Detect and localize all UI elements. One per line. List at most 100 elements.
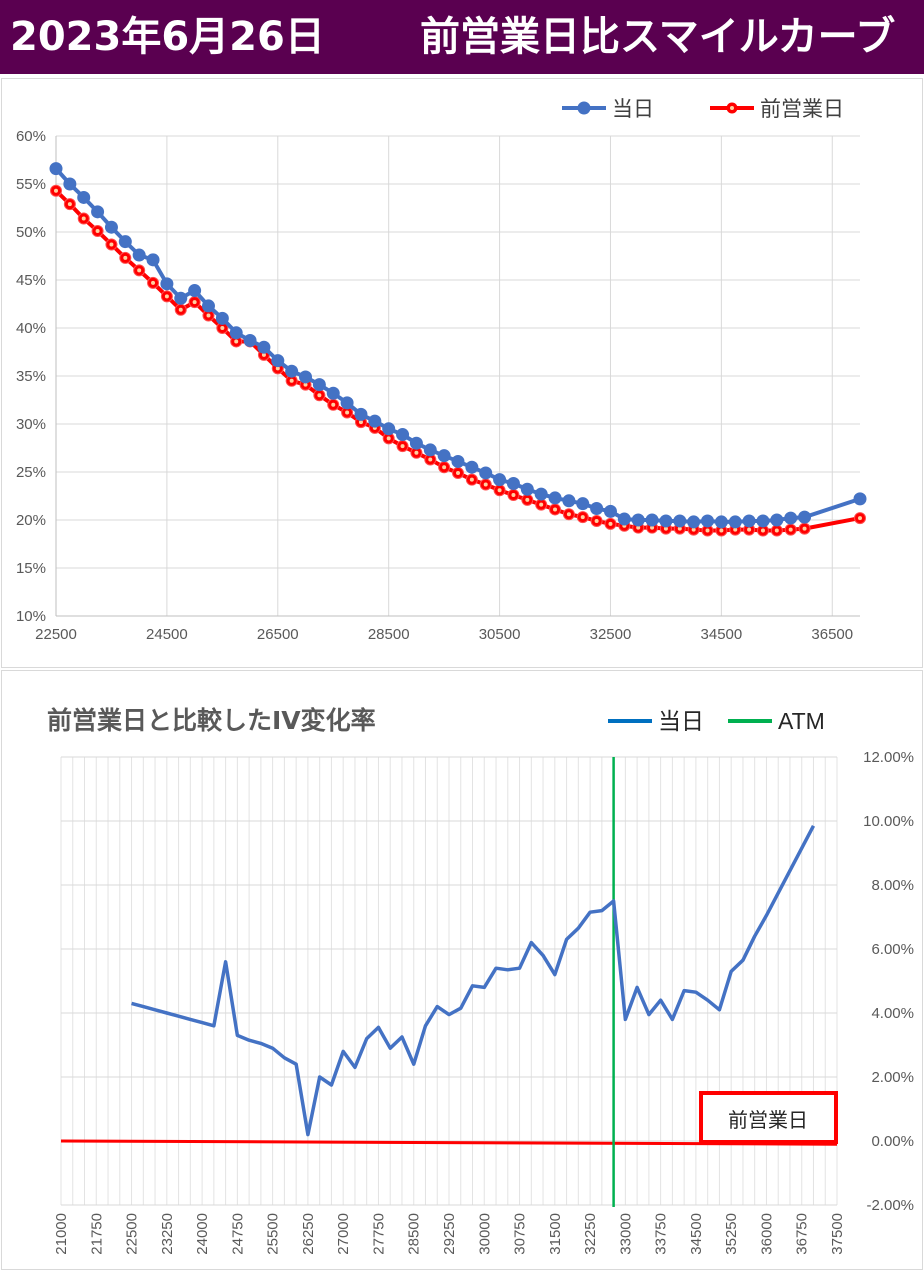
data-point-today xyxy=(423,443,437,457)
x-tick-label: 30750 xyxy=(512,1213,529,1255)
data-point-today xyxy=(312,378,326,392)
data-point-today xyxy=(645,513,659,527)
x-tick-label: 26250 xyxy=(300,1213,317,1255)
data-point-prev-center xyxy=(192,300,197,305)
x-tick-label: 33750 xyxy=(653,1213,670,1255)
y-tick-label: 20% xyxy=(16,512,46,529)
data-point-prev-center xyxy=(331,402,336,407)
x-tick-label: 35250 xyxy=(723,1213,740,1255)
data-point-prev-center xyxy=(802,526,807,531)
data-point-prev-center xyxy=(54,188,58,193)
data-point-prev-center xyxy=(400,444,405,449)
data-point-prev-center xyxy=(483,482,488,487)
x-tick-label: 34500 xyxy=(688,1213,705,1255)
data-point-today xyxy=(520,482,534,496)
data-point-prev-center xyxy=(663,526,668,531)
data-point-prev-center xyxy=(566,512,571,517)
data-point-today xyxy=(617,512,631,526)
x-tick-label: 30000 xyxy=(476,1213,493,1255)
data-point-prev-center xyxy=(358,420,363,425)
y-tick-label: 15% xyxy=(16,560,46,577)
data-point-prev-center xyxy=(858,516,862,521)
data-point-today xyxy=(437,449,451,463)
data-point-today xyxy=(160,277,174,291)
x-tick-label: 32250 xyxy=(582,1213,599,1255)
data-point-today xyxy=(63,177,77,191)
data-point-prev-center xyxy=(67,202,72,207)
data-point-prev-center xyxy=(760,528,765,533)
data-point-prev-center xyxy=(719,528,724,533)
y-tick-label: 8.00% xyxy=(871,877,914,894)
data-point-prev-center xyxy=(178,307,183,312)
data-point-today xyxy=(534,487,548,501)
data-point-today xyxy=(257,340,271,354)
y-tick-label: 12.00% xyxy=(863,749,914,766)
data-point-prev-center xyxy=(428,457,433,462)
y-tick-label: 60% xyxy=(16,128,46,145)
series-line-prev xyxy=(54,189,861,533)
data-point-today xyxy=(104,220,118,234)
data-point-prev-center xyxy=(220,326,225,330)
y-tick-label: 35% xyxy=(16,368,46,385)
y-tick-label: 6.00% xyxy=(871,941,914,958)
x-tick-label: 33000 xyxy=(617,1213,634,1255)
data-point-prev-center xyxy=(109,242,114,247)
data-point-today xyxy=(77,190,91,204)
x-tick-label: 24500 xyxy=(146,626,188,643)
data-point-prev-center xyxy=(151,280,156,285)
data-point-prev-center xyxy=(539,502,544,507)
data-point-prev-center xyxy=(608,521,613,526)
data-point-today xyxy=(798,510,812,524)
data-point-today xyxy=(340,396,354,410)
iv-change-panel: 前営業日と比較したIV変化率 -2.00% 0.00% 2.00% 4.00% 6.00%… xyxy=(1,670,923,1270)
data-point-today xyxy=(659,514,673,528)
data-point-today xyxy=(243,333,257,347)
data-point-today xyxy=(188,284,202,298)
data-point-today xyxy=(687,515,701,529)
data-point-prev-center xyxy=(747,527,752,532)
data-point-prev-center xyxy=(137,268,142,273)
data-point-today xyxy=(368,414,382,428)
y-tick-label: 4.00% xyxy=(871,1005,914,1022)
data-point-prev-center xyxy=(677,526,682,531)
data-point-prev-center xyxy=(553,507,558,512)
data-point-today xyxy=(784,511,798,525)
data-point-today xyxy=(479,466,493,480)
x-tick-label: 28500 xyxy=(406,1213,423,1255)
annotation-label: 前営業日 xyxy=(728,1109,808,1132)
data-point-today xyxy=(631,513,645,527)
legend-label-atm: ATM xyxy=(778,708,825,734)
data-point-prev-center xyxy=(594,518,599,523)
data-point-prev-center xyxy=(81,216,86,221)
x-tick-label: 36750 xyxy=(794,1213,811,1255)
data-point-prev-center xyxy=(650,525,655,530)
header-date: 2023年6月26日 xyxy=(10,14,325,60)
data-point-today xyxy=(742,514,756,528)
data-point-today xyxy=(603,504,617,518)
data-point-today xyxy=(146,253,160,267)
data-point-today xyxy=(215,311,229,325)
legend-marker-today xyxy=(577,101,591,115)
data-point-prev-center xyxy=(164,294,169,299)
x-tick-label: 36500 xyxy=(811,626,853,643)
x-tick-label: 26500 xyxy=(257,626,299,643)
x-tick-label: 30500 xyxy=(479,626,521,643)
data-point-prev-center xyxy=(469,477,474,482)
y-tick-label: 50% xyxy=(16,224,46,241)
data-point-prev-center xyxy=(414,450,419,455)
data-point-today xyxy=(396,428,410,442)
header-bar: 2023年6月26日 前営業日比スマイルカーブ xyxy=(0,0,924,74)
data-point-today xyxy=(271,354,285,368)
data-point-today xyxy=(451,454,465,468)
data-point-today xyxy=(714,515,728,529)
data-point-today xyxy=(465,460,479,474)
x-tick-label: 32500 xyxy=(590,626,632,643)
data-point-today xyxy=(701,514,715,528)
x-tick-label: 28500 xyxy=(368,626,410,643)
smile-curve-panel: 10% 15% 20% 25% 30% 35% 40% 45% 50% 55% 60% 22500 24… xyxy=(1,78,923,668)
x-tick-label: 22500 xyxy=(35,626,77,643)
y-tick-label: 10% xyxy=(16,608,46,625)
y-tick-label: 45% xyxy=(16,272,46,289)
legend-label-today: 当日 xyxy=(658,708,704,734)
x-tick-label: 23250 xyxy=(159,1213,176,1255)
